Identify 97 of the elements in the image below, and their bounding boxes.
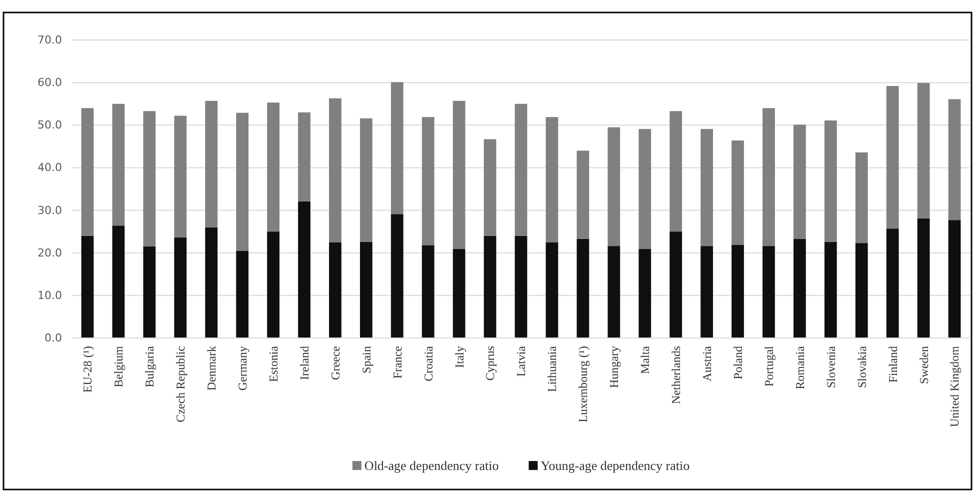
bar (298, 112, 310, 202)
bar (452, 100, 466, 250)
bar (886, 228, 899, 338)
bar (732, 140, 744, 245)
bar (732, 244, 744, 338)
bar (329, 242, 342, 338)
bar (948, 220, 961, 338)
bar (700, 246, 713, 338)
x-tick-label: Greece (328, 346, 342, 380)
bar (174, 116, 187, 238)
bar (546, 117, 558, 242)
bar (360, 242, 372, 338)
bar (793, 238, 806, 338)
bar (390, 82, 404, 214)
x-tick-label: Netherlands (669, 346, 684, 404)
bar (514, 236, 528, 338)
bar (298, 201, 310, 338)
bar (329, 98, 342, 242)
bar (886, 86, 899, 229)
bar (700, 128, 713, 246)
bar (670, 111, 682, 232)
bar (267, 102, 280, 232)
y-tick-label: 50.0 (38, 118, 62, 132)
x-tick-label: Portugal (762, 345, 776, 387)
bar (638, 249, 652, 338)
y-tick-label: 0.0 (44, 332, 62, 345)
x-tick-label: France (390, 346, 404, 379)
bar (360, 118, 372, 242)
x-tick-label: United Kingdom (948, 345, 962, 427)
x-tick-label: Belgium (112, 345, 126, 388)
bar (205, 100, 218, 228)
bar (948, 99, 961, 220)
bar (824, 120, 837, 242)
bar (608, 127, 620, 246)
bar (824, 242, 837, 338)
bar (143, 111, 156, 246)
legend-label: Old-age dependency ratio (364, 458, 499, 473)
x-tick-label: Slovenia (824, 345, 838, 388)
bar (174, 238, 187, 338)
bar (422, 245, 434, 338)
bar (514, 104, 528, 236)
bar (143, 246, 156, 338)
bar (81, 236, 94, 338)
bar (112, 104, 125, 226)
x-tick-label: Slovakia (854, 345, 869, 388)
bar (855, 243, 868, 338)
bar (390, 214, 404, 338)
bar (762, 108, 775, 246)
y-tick-label: 40.0 (38, 161, 62, 174)
bar (670, 232, 682, 338)
x-tick-label: Austria (700, 345, 714, 382)
x-tick-label: EU-28 (¹) (80, 346, 95, 393)
bar (917, 82, 930, 218)
x-tick-label: Ireland (297, 346, 312, 380)
x-tick-label: Bulgaria (142, 345, 157, 388)
x-tick-label: Croatia (421, 345, 436, 382)
x-tick-label: Latvia (514, 345, 528, 377)
bar (452, 249, 466, 338)
bar (112, 226, 125, 338)
y-tick-label: 10.0 (38, 288, 62, 302)
x-tick-label: Luxembourg (¹) (576, 346, 590, 422)
bar (762, 246, 775, 338)
bar (484, 139, 496, 236)
x-tick-label: Cyprus (483, 346, 498, 381)
x-tick-label: Lithuania (545, 345, 560, 392)
bar (793, 124, 806, 239)
x-tick-label: Romania (792, 345, 807, 390)
x-tick-label: Denmark (204, 346, 219, 391)
y-tick-label: 20.0 (38, 246, 62, 260)
bar (576, 150, 590, 239)
bar (576, 238, 590, 338)
bar (236, 112, 249, 251)
x-tick-label: Sweden (916, 346, 931, 384)
x-tick-label: Italy (452, 346, 466, 368)
legend-label: Young-age dependency ratio (540, 458, 690, 473)
x-tick-label: Spain (359, 346, 374, 374)
bar (917, 218, 930, 338)
bar (422, 117, 434, 246)
x-tick-label: Poland (730, 346, 745, 380)
x-tick-label: Malta (638, 345, 652, 374)
bar (855, 152, 868, 244)
bar (638, 128, 652, 250)
y-tick-label: 60.0 (38, 76, 62, 90)
x-tick-label: Hungary (607, 346, 622, 388)
bar (205, 227, 218, 338)
bar (81, 108, 94, 236)
bar (546, 242, 558, 338)
x-tick-label: Estonia (266, 345, 280, 382)
y-tick-label: 70.0 (38, 34, 62, 47)
x-tick-label: Finland (886, 346, 900, 383)
bar (484, 236, 496, 338)
x-tick-label: Czech Republic (174, 346, 188, 422)
x-tick-label: Germany (236, 346, 250, 391)
y-tick-label: 30.0 (38, 204, 62, 217)
bar (236, 250, 249, 338)
bar (267, 232, 280, 338)
bar (608, 246, 620, 338)
